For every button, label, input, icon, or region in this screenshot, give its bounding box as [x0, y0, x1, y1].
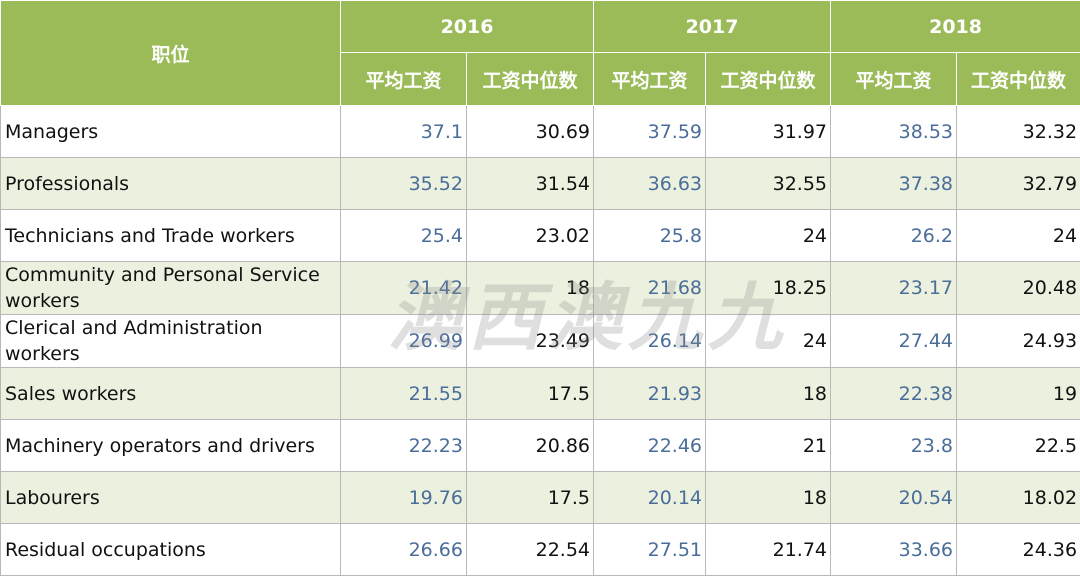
median-salary-cell: 18.25 — [705, 261, 832, 315]
header-median-2016: 工资中位数 — [465, 52, 595, 106]
avg-salary-cell: 25.4 — [340, 209, 467, 262]
median-salary-cell: 20.48 — [956, 261, 1080, 315]
table-body: Managers 37.1 30.69 37.59 31.97 38.53 32.32 Pro… — [0, 105, 1080, 576]
header-median-2018: 工资中位数 — [956, 52, 1080, 106]
avg-salary-cell: 37.1 — [340, 105, 467, 158]
avg-salary-cell: 20.14 — [593, 471, 707, 524]
median-salary-cell: 24 — [705, 209, 832, 262]
avg-salary-cell: 21.42 — [340, 261, 467, 315]
median-salary-cell: 32.79 — [956, 157, 1080, 210]
median-salary-cell: 22.54 — [465, 523, 595, 576]
median-salary-cell: 30.69 — [465, 105, 595, 158]
occupation-cell: Managers — [0, 105, 341, 158]
table-row: Professionals 35.52 31.54 36.63 32.55 37.38 32… — [0, 157, 1080, 210]
table-row: Residual occupations 26.66 22.54 27.51 21.74… — [0, 523, 1080, 576]
avg-salary-cell: 33.66 — [830, 523, 958, 576]
header-avg-2018: 平均工资 — [830, 52, 958, 106]
occupation-cell: Machinery operators and drivers — [0, 419, 341, 472]
table-row: Technicians and Trade workers 25.4 23.02 25… — [0, 209, 1080, 262]
header-avg-2016: 平均工资 — [340, 52, 467, 106]
avg-salary-cell: 22.23 — [340, 419, 467, 472]
median-salary-cell: 23.02 — [465, 209, 595, 262]
median-salary-cell: 18 — [705, 367, 832, 420]
median-salary-cell: 18 — [705, 471, 832, 524]
table-row: Managers 37.1 30.69 37.59 31.97 38.53 32.32 — [0, 105, 1080, 158]
avg-salary-cell: 35.52 — [340, 157, 467, 210]
occupation-cell: Clerical and Administration workers — [0, 314, 341, 368]
table-row: Labourers 19.76 17.5 20.14 18 20.54 18.02 — [0, 471, 1080, 524]
median-salary-cell: 24.93 — [956, 314, 1080, 368]
header-median-2017: 工资中位数 — [705, 52, 832, 106]
avg-salary-cell: 27.51 — [593, 523, 707, 576]
header-occupation: 职位 — [0, 0, 341, 106]
table-row: Sales workers 21.55 17.5 21.93 18 22.38 19 — [0, 367, 1080, 420]
median-salary-cell: 32.32 — [956, 105, 1080, 158]
median-salary-cell: 22.5 — [956, 419, 1080, 472]
occupation-cell: Labourers — [0, 471, 341, 524]
table-row: Clerical and Administration workers 26.99… — [0, 314, 1080, 368]
avg-salary-cell: 38.53 — [830, 105, 958, 158]
median-salary-cell: 24.36 — [956, 523, 1080, 576]
median-salary-cell: 21.74 — [705, 523, 832, 576]
avg-salary-cell: 37.59 — [593, 105, 707, 158]
avg-salary-cell: 23.8 — [830, 419, 958, 472]
median-salary-cell: 24 — [956, 209, 1080, 262]
median-salary-cell: 18.02 — [956, 471, 1080, 524]
avg-salary-cell: 26.66 — [340, 523, 467, 576]
occupation-cell: Professionals — [0, 157, 341, 210]
avg-salary-cell: 23.17 — [830, 261, 958, 315]
avg-salary-cell: 21.68 — [593, 261, 707, 315]
median-salary-cell: 20.86 — [465, 419, 595, 472]
median-salary-cell: 32.55 — [705, 157, 832, 210]
header-avg-2017: 平均工资 — [593, 52, 707, 106]
median-salary-cell: 17.5 — [465, 367, 595, 420]
header-year-2017: 2017 — [593, 0, 832, 53]
median-salary-cell: 31.97 — [705, 105, 832, 158]
median-salary-cell: 21 — [705, 419, 832, 472]
median-salary-cell: 24 — [705, 314, 832, 368]
avg-salary-cell: 37.38 — [830, 157, 958, 210]
avg-salary-cell: 22.46 — [593, 419, 707, 472]
avg-salary-cell: 20.54 — [830, 471, 958, 524]
avg-salary-cell: 26.2 — [830, 209, 958, 262]
occupation-cell: Technicians and Trade workers — [0, 209, 341, 262]
median-salary-cell: 19 — [956, 367, 1080, 420]
table-row: Community and Personal Service workers 21… — [0, 261, 1080, 315]
occupation-cell: Residual occupations — [0, 523, 341, 576]
avg-salary-cell: 26.14 — [593, 314, 707, 368]
header-year-2018: 2018 — [830, 0, 1080, 53]
avg-salary-cell: 27.44 — [830, 314, 958, 368]
occupation-cell: Sales workers — [0, 367, 341, 420]
median-salary-cell: 18 — [465, 261, 595, 315]
header-year-2016: 2016 — [339, 0, 595, 53]
median-salary-cell: 23.49 — [465, 314, 595, 368]
median-salary-cell: 17.5 — [465, 471, 595, 524]
median-salary-cell: 31.54 — [465, 157, 595, 210]
avg-salary-cell: 21.93 — [593, 367, 707, 420]
avg-salary-cell: 21.55 — [340, 367, 467, 420]
occupation-cell: Community and Personal Service workers — [0, 261, 341, 315]
avg-salary-cell: 26.99 — [340, 314, 467, 368]
table-row: Machinery operators and drivers 22.23 20.8… — [0, 419, 1080, 472]
avg-salary-cell: 36.63 — [593, 157, 707, 210]
avg-salary-cell: 22.38 — [830, 367, 958, 420]
avg-salary-cell: 19.76 — [340, 471, 467, 524]
avg-salary-cell: 25.8 — [593, 209, 707, 262]
